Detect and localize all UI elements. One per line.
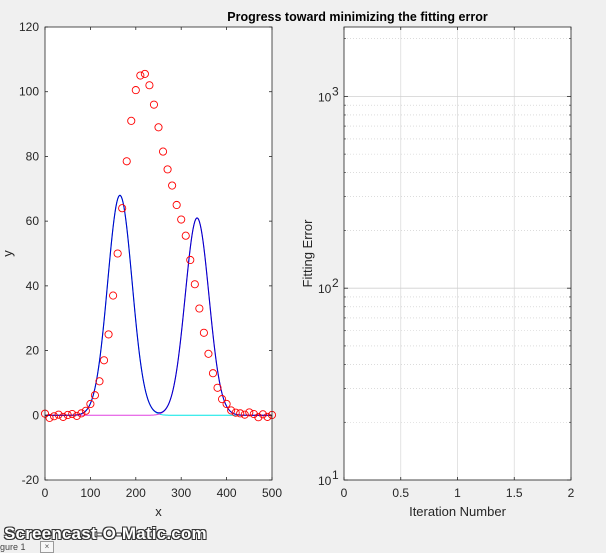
x-tick-label: 100	[80, 486, 100, 500]
data-point	[186, 255, 195, 265]
data-point	[168, 181, 177, 190]
fit-axes-background	[45, 27, 272, 480]
y-tick-label: 80	[26, 149, 40, 163]
y-tick-label: 120	[19, 20, 39, 34]
data-point	[208, 369, 218, 378]
data-point	[81, 406, 90, 415]
x-tick-label: 0	[341, 486, 348, 500]
data-point	[54, 410, 63, 419]
data-point	[113, 249, 122, 258]
data-point	[131, 86, 140, 95]
data-point	[254, 413, 263, 422]
y-axis-label: y	[0, 250, 15, 257]
x-tick-label: 2	[568, 486, 575, 500]
data-point	[236, 409, 245, 418]
y-tick-label: 10	[318, 90, 332, 104]
data-point	[218, 395, 227, 404]
data-point	[258, 410, 267, 419]
data-point	[118, 204, 127, 213]
y-tick-label: 100	[19, 85, 39, 99]
data-point	[99, 356, 109, 365]
fit-axes-box	[44, 26, 273, 481]
fitting-error-axis-label: Fitting Error	[300, 219, 315, 288]
data-point	[109, 291, 118, 300]
data-point	[195, 304, 204, 313]
data-point	[68, 409, 77, 419]
y-tick-label: 60	[26, 214, 40, 228]
y-tick-exponent: 3	[332, 84, 339, 98]
data-point	[136, 71, 145, 80]
data-point	[95, 377, 104, 386]
data-point	[213, 383, 222, 392]
x-tick-label: 200	[126, 486, 146, 500]
x-tick-label: 500	[262, 486, 282, 500]
data-point	[204, 349, 213, 358]
y-tick-label: 10	[318, 282, 332, 296]
data-point	[122, 157, 131, 166]
y-tick-label: 10	[318, 474, 332, 488]
x-tick-label: 300	[171, 486, 191, 500]
data-point	[77, 409, 86, 418]
data-point	[158, 147, 168, 156]
y-tick-label: 0	[32, 408, 39, 422]
data-point	[72, 411, 81, 420]
data-point	[240, 410, 249, 419]
y-tick-exponent: 1	[332, 468, 339, 482]
data-point	[181, 231, 190, 240]
data-point	[172, 200, 181, 210]
y-tick-label: -20	[22, 473, 40, 487]
data-point	[50, 412, 59, 421]
error-plot-title: Progress toward minimizing the fitting e…	[227, 10, 488, 24]
y-tick-label: 40	[26, 279, 40, 293]
data-point	[140, 69, 149, 78]
data-point	[177, 215, 186, 224]
tab-close-icon[interactable]: ×	[40, 541, 54, 553]
x-tick-label: 0	[42, 486, 49, 500]
iteration-axis-label: Iteration Number	[409, 504, 506, 519]
x-tick-label: 1.5	[506, 486, 523, 500]
data-point	[163, 165, 172, 174]
data-point	[149, 100, 159, 109]
data-point	[190, 280, 199, 289]
data-point	[222, 399, 231, 409]
screencast-watermark: Screencast-O-Matic.com	[4, 524, 207, 543]
data-point	[45, 413, 54, 422]
data-point	[127, 116, 136, 125]
data-point	[245, 408, 254, 417]
data-points	[40, 69, 277, 422]
y-tick-label: 20	[26, 344, 40, 358]
data-point	[90, 391, 99, 400]
data-point	[104, 330, 113, 339]
data-point	[59, 412, 68, 421]
x-tick-label: 1	[454, 486, 461, 500]
data-point	[263, 412, 272, 421]
x-tick-label: 0.5	[392, 486, 409, 500]
data-point	[86, 399, 95, 409]
data-point	[227, 406, 236, 415]
data-point	[231, 408, 240, 417]
data-point	[154, 123, 163, 132]
data-point	[145, 81, 154, 90]
y-tick-exponent: 2	[332, 276, 339, 290]
data-point	[199, 328, 208, 337]
x-tick-label: 400	[217, 486, 237, 500]
x-axis-label: x	[155, 504, 162, 519]
figure-tab-label[interactable]: gure 1	[0, 542, 26, 552]
data-point	[63, 410, 72, 420]
